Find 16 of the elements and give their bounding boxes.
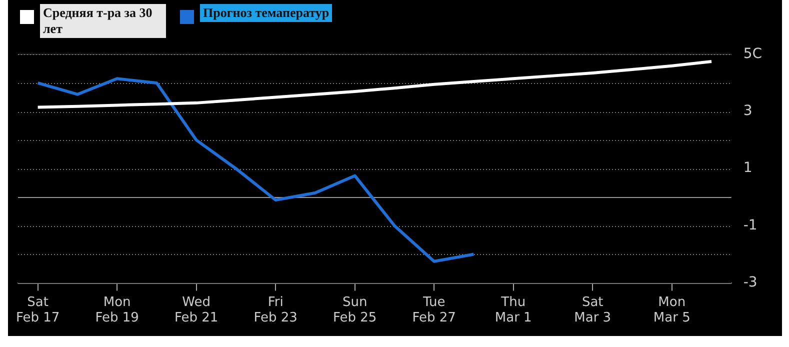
x-tick-label: Tue Feb 27 [412, 294, 456, 326]
x-tick-label: Wed Feb 21 [174, 294, 218, 326]
legend-label: Средняя т-ра за 30 лет [40, 4, 166, 38]
x-tick-label: Thu Mar 1 [494, 294, 532, 326]
x-tick-label: Mon Feb 19 [95, 294, 139, 326]
x-tick-label: Sun Feb 25 [332, 294, 377, 326]
y-tick-label: 1 [743, 160, 752, 176]
y-tick-label: -1 [743, 217, 758, 234]
y-tick-label: 5C [743, 46, 762, 62]
x-tick-label: Sat Mar 3 [574, 294, 612, 326]
x-tick-label: Sat Feb 17 [16, 294, 60, 326]
y-tick-label: 3 [743, 103, 752, 120]
y-tick-label: -3 [743, 274, 758, 290]
x-tick-label: Mon Mar 5 [653, 294, 690, 326]
legend-label: Прогноз темаператур [200, 4, 332, 22]
x-tick-label: Fri Feb 23 [254, 294, 298, 326]
